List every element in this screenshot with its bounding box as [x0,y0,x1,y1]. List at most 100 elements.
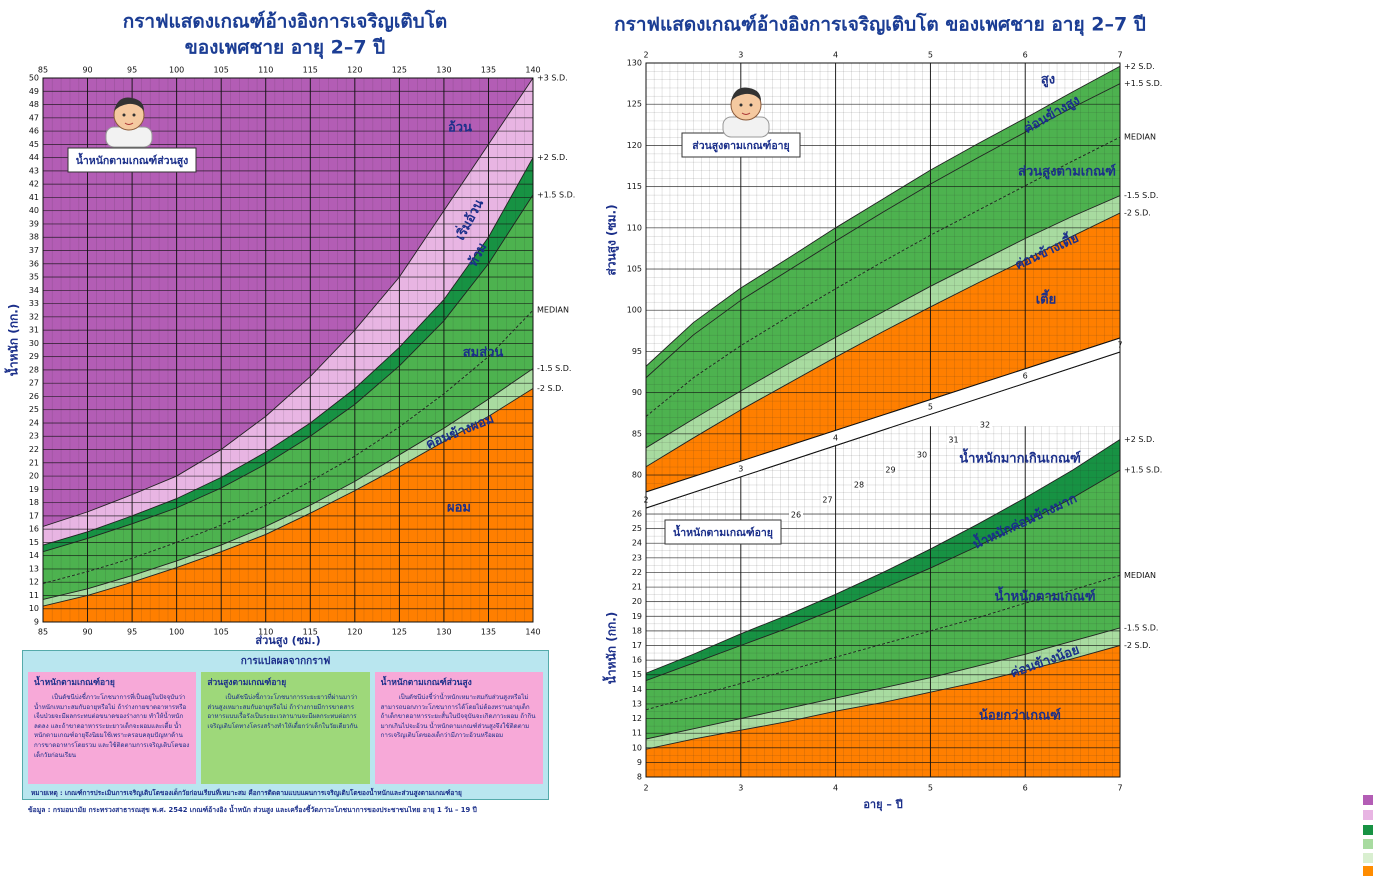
sd-curve [43,78,533,527]
strip-label: 27 [822,496,832,505]
y-tick-label: 11 [29,591,39,600]
y-tick-label: 47 [29,113,39,122]
strip-label: 2 [643,496,648,505]
x-tick-label: 135 [481,628,496,637]
box-label: น้ำหนักตามเกณฑ์อายุ [673,524,773,540]
title: กราฟแสดงเกณฑ์อ้างอิงการเจริญเติบโต [123,10,448,33]
column-heading: น้ำหนักตามเกณฑ์ส่วนสูง [380,678,472,688]
title: ของเพศชาย อายุ 2–7 ปี [185,37,386,60]
strip-label-bg [915,450,929,460]
y-tick-label: 85 [632,429,642,438]
x-tick-label: 4 [833,784,838,793]
y-tick-label: 35 [29,273,39,282]
sd-curve [646,574,1120,711]
y-tick-label: 21 [632,583,642,592]
panel-column: น้ำหนักตามเกณฑ์ส่วนสูง เป็นดัชนีบ่งชี้ว่… [374,672,543,784]
x-axis-label: อายุ – ปี [863,798,902,812]
child-icon [722,87,770,138]
y-tick-label: 26 [29,392,39,401]
column-heading: น้ำหนักตามเกณฑ์อายุ [34,678,115,688]
y-tick-label: 24 [29,418,39,427]
y-tick-label: 39 [29,219,39,228]
sd-label: -2 S.D. [537,384,564,393]
x-tick-label: 120 [347,628,362,637]
y-tick-label: 34 [29,286,39,295]
y-tick-label: 115 [627,182,642,191]
y-tick-label: 110 [627,223,642,232]
sd-curve [646,645,1120,750]
y-tick-label: 9 [637,758,642,767]
y-tick-label: 50 [29,74,39,83]
y-tick-label: 29 [29,352,39,361]
box [681,132,801,158]
zone-label: อ้วน [448,120,472,136]
sd-label: -2 S.D. [1124,641,1151,650]
plot-frame [42,77,534,623]
strip-label-bg [978,420,992,430]
y-tick-label: 33 [29,299,39,308]
sd-curve [43,368,533,600]
sd-curve [43,309,533,584]
y-tick-label: 44 [29,153,39,162]
y-axis-label: น้ำหนัก (กก.) [4,304,21,377]
strip-label-bg [946,435,961,445]
sd-label: +1.5 S.D. [537,190,575,199]
y-tick-label: 18 [29,498,39,507]
panel-note: หมายเหตุ : เกณฑ์การประเมินการเจริญเติบโต… [31,789,462,797]
y-tick-label: 12 [632,714,642,723]
column-text: เป็นดัชนีบ่งชี้ภาวะโภชนาการที่เป็นอยู่ใน… [34,694,190,759]
sd-label: +3 S.D. [537,74,568,83]
y-tick-label: 23 [632,553,642,562]
y-tick-label: 80 [632,471,642,480]
y-tick-label: 12 [29,578,39,587]
swatch [1363,853,1373,863]
title: กราฟแสดงเกณฑ์อ้างอิงการเจริญเติบโต ของเพ… [614,13,1146,37]
y-tick-label: 36 [29,259,39,268]
zone-label: เตี้ย [1036,289,1057,308]
sd-label: MEDIAN [537,306,569,315]
box [67,147,197,173]
y-tick-label: 95 [632,347,642,356]
x-tick-label: 7 [1117,51,1122,60]
zone-label: น้ำหนักตามเกณฑ์ [995,586,1096,605]
sd-curve [43,157,533,546]
x-tick-label: 130 [436,628,451,637]
y-tick-label: 9 [34,618,39,627]
panel-column: น้ำหนักตามเกณฑ์อายุ เป็นดัชนีบ่งชี้ภาวะโ… [28,672,197,784]
x-tick-label: 3 [738,51,743,60]
x-tick-label: 7 [1117,784,1122,793]
x-tick-label: 130 [436,66,451,75]
y-tick-label: 125 [627,100,642,109]
sd-curve [43,194,533,553]
strip-label-bg [883,465,898,475]
zone-label: ผอม [447,501,471,516]
y-tick-label: 26 [632,509,642,518]
y-tick-label: 8 [637,773,642,782]
swatch [1363,810,1373,820]
y-tick-label: 120 [627,141,642,150]
y-tick-label: 19 [29,485,39,494]
y-tick-label: 22 [29,445,39,454]
x-tick-label: 85 [38,66,48,75]
y-tick-label: 20 [29,472,39,481]
strip-label: 30 [917,451,927,460]
sd-label: +2 S.D. [1124,435,1155,444]
y-tick-label: 37 [29,246,39,255]
sd-label: +1.5 S.D. [1124,79,1162,88]
x-tick-label: 125 [392,66,407,75]
zone-label: น้อยกว่าเกณฑ์ [979,708,1061,724]
y-tick-label: 42 [29,180,39,189]
swatch [1363,839,1373,849]
strip-label-bg [820,495,835,505]
y-tick-label: 100 [627,306,642,315]
sd-curve [646,212,1120,468]
y-tick-label: 41 [29,193,39,202]
x-axis-label: ส่วนสูง (ซม.) [255,634,320,648]
source: ข้อมูล : กรมอนามัย กระทรวงสาธารณสุข พ.ศ.… [28,806,477,814]
sd-curve [646,136,1120,417]
y-tick-label: 13 [632,699,642,708]
sd-curve [646,83,1120,379]
column-text: เป็นดัชนีบ่งชี้ภาวะโภชนาการระยะยาวที่ผ่า… [207,694,358,730]
plot [646,426,1120,777]
